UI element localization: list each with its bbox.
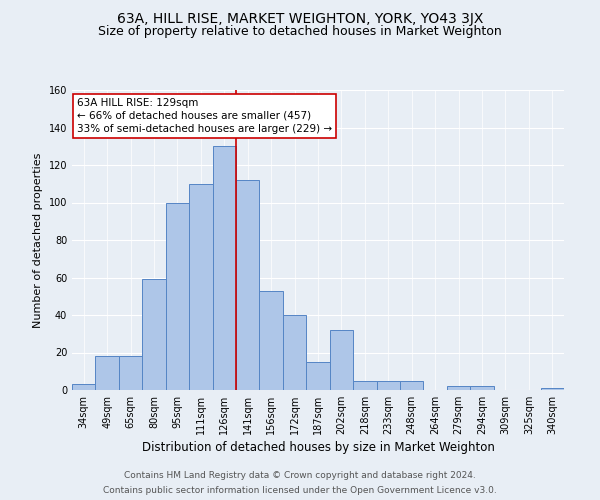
Bar xyxy=(283,315,306,390)
Text: 63A, HILL RISE, MARKET WEIGHTON, YORK, YO43 3JX: 63A, HILL RISE, MARKET WEIGHTON, YORK, Y… xyxy=(117,12,483,26)
Bar xyxy=(306,362,330,390)
Bar xyxy=(166,202,189,390)
Y-axis label: Number of detached properties: Number of detached properties xyxy=(33,152,43,328)
Text: Size of property relative to detached houses in Market Weighton: Size of property relative to detached ho… xyxy=(98,25,502,38)
Bar xyxy=(447,386,470,390)
Text: Contains HM Land Registry data © Crown copyright and database right 2024.: Contains HM Land Registry data © Crown c… xyxy=(124,471,476,480)
Bar xyxy=(189,184,212,390)
Bar xyxy=(72,384,95,390)
Bar xyxy=(400,380,424,390)
Bar xyxy=(236,180,259,390)
X-axis label: Distribution of detached houses by size in Market Weighton: Distribution of detached houses by size … xyxy=(142,441,494,454)
Bar xyxy=(119,356,142,390)
Bar xyxy=(259,290,283,390)
Bar xyxy=(377,380,400,390)
Bar xyxy=(95,356,119,390)
Bar xyxy=(353,380,377,390)
Bar xyxy=(212,146,236,390)
Text: 63A HILL RISE: 129sqm
← 66% of detached houses are smaller (457)
33% of semi-det: 63A HILL RISE: 129sqm ← 66% of detached … xyxy=(77,98,332,134)
Text: Contains public sector information licensed under the Open Government Licence v3: Contains public sector information licen… xyxy=(103,486,497,495)
Bar xyxy=(330,330,353,390)
Bar xyxy=(142,280,166,390)
Bar xyxy=(541,388,564,390)
Bar xyxy=(470,386,494,390)
